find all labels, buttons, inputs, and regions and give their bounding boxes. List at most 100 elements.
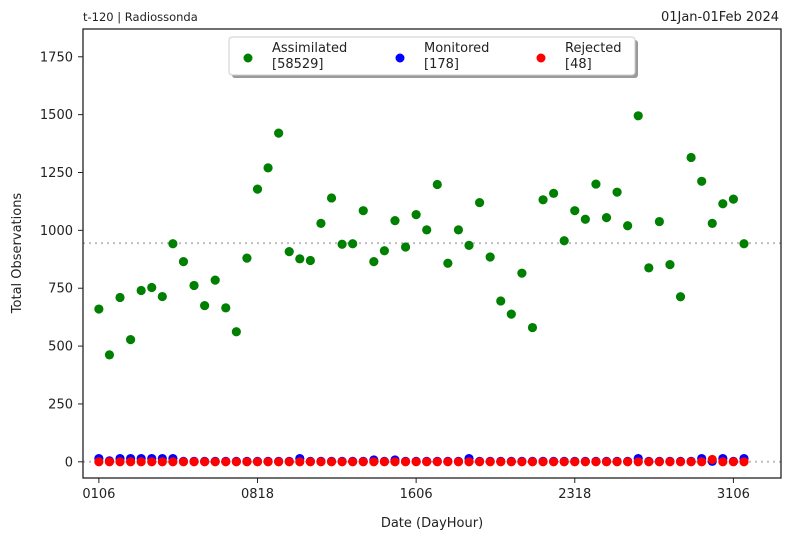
rejected-point (623, 457, 633, 467)
x-axis-label: Date (DayHour) (381, 516, 483, 531)
rejected-point (316, 457, 326, 467)
x-tick-label: 2318 (558, 487, 591, 502)
x-axis: 0106 0818 1606 2318 3106 (82, 478, 750, 502)
assimilated-point (305, 255, 315, 266)
rejected-point (686, 457, 696, 467)
assimilated-point (189, 280, 199, 291)
series-rejected (94, 454, 749, 467)
rejected-point (707, 454, 717, 465)
assimilated-point (728, 194, 739, 204)
assimilated-point (337, 239, 347, 249)
x-tick-label: 0106 (82, 487, 115, 502)
assimilated-point (94, 304, 104, 314)
assimilated-point (580, 214, 590, 224)
rejected-point (739, 457, 749, 467)
assimilated-point (221, 303, 231, 313)
rejected-point (337, 457, 347, 467)
assimilated-point (686, 152, 696, 163)
series-assimilated (94, 111, 749, 360)
assimilated-point (168, 239, 178, 249)
assimilated-point (411, 210, 421, 220)
rejected-point (358, 457, 368, 467)
assimilated-point (601, 213, 612, 223)
assimilated-point (422, 225, 432, 235)
assimilated-point (379, 246, 390, 256)
assimilated-point (284, 247, 294, 257)
rejected-point (570, 457, 580, 467)
assimilated-point (157, 291, 167, 302)
rejected-point (453, 457, 464, 467)
assimilated-point (104, 350, 115, 360)
assimilated-point (665, 260, 675, 270)
rejected-point (728, 457, 739, 467)
assimilated-point (316, 218, 326, 229)
assimilated-point (210, 275, 220, 285)
assimilated-point (390, 216, 400, 226)
assimilated-point (178, 257, 189, 267)
assimilated-point (623, 221, 633, 231)
assimilated-point (654, 216, 664, 227)
assimilated-point (263, 163, 273, 173)
rejected-point (601, 457, 612, 467)
rejected-point (200, 457, 210, 467)
rejected-point (242, 457, 252, 467)
assimilated-point (697, 176, 707, 186)
rejected-point (654, 457, 664, 467)
reference-lines (83, 242, 781, 463)
rejected-point (305, 457, 315, 467)
assimilated-point (633, 111, 643, 121)
legend-marker-rejected (536, 53, 546, 63)
assimilated-point (570, 206, 580, 216)
legend-label-monitored: Monitored (424, 41, 489, 56)
assimilated-point (718, 199, 728, 209)
rejected-point (633, 457, 643, 467)
rejected-point (379, 457, 390, 467)
rejected-point (496, 457, 506, 467)
y-axis-label: Total Observations (10, 193, 25, 315)
legend-count-rejected: [48] (565, 57, 592, 72)
assimilated-point (200, 300, 210, 311)
rejected-point (221, 457, 231, 467)
rejected-point (400, 457, 411, 467)
legend-label-assimilated: Assimilated (272, 41, 347, 56)
assimilated-point (474, 197, 485, 208)
assimilated-point (231, 327, 241, 337)
legend: Assimilated [58529] Monitored [178] Reje… (228, 36, 638, 78)
y-tick-label: 0 (65, 455, 73, 470)
rejected-point (178, 457, 189, 467)
assimilated-point (443, 258, 453, 268)
x-tick-label: 3106 (717, 487, 750, 502)
legend-marker-monitored (395, 53, 405, 63)
assimilated-point (485, 252, 495, 262)
assimilated-point (644, 263, 654, 273)
rejected-point (263, 457, 273, 467)
legend-label-rejected: Rejected (565, 41, 622, 56)
rejected-point (147, 457, 157, 467)
rejected-point (326, 457, 337, 467)
rejected-point (422, 457, 432, 467)
assimilated-point (348, 239, 358, 249)
rejected-point (527, 457, 538, 467)
rejected-point (136, 457, 146, 467)
rejected-point (252, 457, 263, 467)
assimilated-point (506, 309, 516, 319)
rejected-point (274, 457, 284, 467)
assimilated-point (252, 184, 263, 194)
assimilated-point (136, 285, 146, 296)
y-tick-label: 750 (48, 282, 73, 297)
rejected-point (295, 457, 305, 467)
x-tick-label: 0818 (241, 487, 274, 502)
rejected-point (231, 457, 241, 467)
y-tick-label: 1500 (40, 108, 73, 123)
rejected-point (115, 457, 125, 467)
rejected-point (210, 457, 220, 467)
rejected-point (559, 457, 569, 467)
y-tick-label: 1750 (40, 50, 73, 65)
y-tick-label: 250 (48, 397, 73, 412)
assimilated-point (675, 292, 686, 302)
rejected-point (612, 457, 622, 467)
assimilated-point (369, 257, 379, 267)
x-tick-label: 1606 (400, 487, 433, 502)
chart-header-left: t-120 | Radiossonda (83, 10, 198, 24)
